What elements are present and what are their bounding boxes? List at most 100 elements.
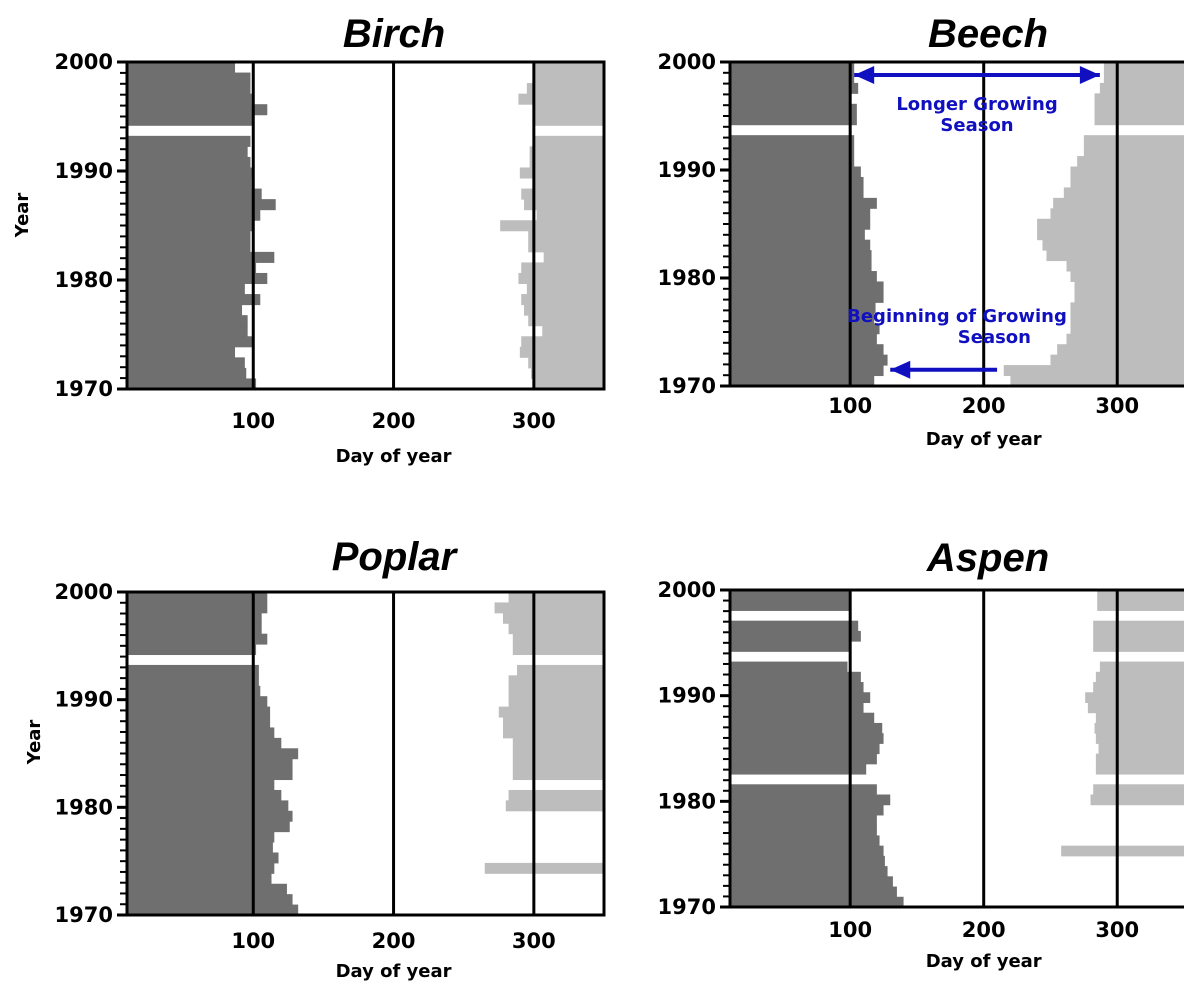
spring-bar-1985 [730,743,880,755]
spring-bar-1995 [127,644,257,656]
spring-bar-1980 [730,794,891,806]
x-tick-label-100: 100 [828,918,872,942]
autumn-bar-1992 [508,675,604,687]
chart-poplar: Poplar 1970 1980 1990 2000 100 200 300 Day of ye… [24,535,606,982]
autumn-bar-1989 [533,178,604,190]
autumn-bar-1979 [526,283,604,295]
x-tick-label-100: 100 [231,409,275,433]
spring-bar-1988 [730,187,864,199]
spring-bar-1971 [127,894,293,906]
y-tick-label-1970: 1970 [55,903,113,927]
autumn-bar-1995 [1093,641,1184,652]
spring-bar-2000 [127,592,268,603]
spring-bar-1985 [127,748,299,760]
spring-bar-1975 [127,852,279,864]
spring-bar-1984 [127,230,251,242]
y-tick-label-1980: 1980 [55,795,113,819]
spring-bar-1981 [127,789,282,801]
spring-bar-1984 [730,229,865,241]
autumn-bar-1975 [1061,845,1184,857]
spring-bar-1981 [127,262,257,274]
autumn-bar-1974 [484,862,604,874]
spring-bar-1972 [730,354,888,366]
spring-bar-1991 [127,685,261,697]
spring-bar-1979 [127,283,245,295]
autumn-bar-1995 [1094,114,1184,126]
x-tick-label-200: 200 [372,929,416,953]
annotation-text-line: Season [940,115,1013,136]
autumn-bar-1985 [500,220,604,232]
autumn-bar-1996 [1094,103,1184,115]
autumn-bar-1984 [1037,229,1184,241]
autumn-bar-1983 [1095,763,1184,775]
autumn-bar-1993 [517,664,604,676]
spring-bar-1976 [127,842,273,853]
autumn-bar-1982 [1046,250,1184,262]
spring-bar-1971 [730,886,897,898]
x-axis-label: Day of year [926,429,1042,450]
x-tick-label-300: 300 [1095,918,1139,942]
spring-bar-1983 [730,763,867,775]
x-tick-label-200: 200 [962,918,1006,942]
spring-bar-1982 [127,779,275,791]
spring-bar-1986 [730,733,884,744]
autumn-bar-1989 [498,706,604,718]
spring-bar-1997 [127,93,252,105]
autumn-bar-1978 [521,294,604,306]
x-tick-label-100: 100 [828,394,872,418]
spring-bar-1976 [127,315,248,327]
spring-bar-1986 [730,208,871,220]
spring-bar-1991 [730,156,855,168]
y-tick-label-1990: 1990 [55,159,113,183]
annotation-arrowhead [890,360,911,379]
spring-bar-1998 [127,83,251,95]
y-tick-label-1980: 1980 [55,268,113,292]
spring-bar-1990 [127,696,268,708]
autumn-bar-1999 [1103,72,1184,84]
spring-bar-1983 [127,241,251,253]
spring-bar-1970 [730,375,875,387]
spring-bar-1978 [730,814,877,826]
autumn-bar-1990 [1085,692,1184,703]
autumn-bar-1992 [1083,145,1184,157]
annotation-text-line: Longer Growing [896,94,1057,115]
autumn-bar-1991 [529,156,604,168]
spring-bar-1989 [127,178,252,190]
spring-bar-1977 [730,825,877,836]
spring-bar-1993 [127,664,259,676]
spring-bar-1971 [127,367,247,379]
autumn-bar-1981 [521,262,604,274]
y-tick-label-1970: 1970 [658,374,716,398]
spring-bar-1980 [127,272,268,285]
spring-bar-1976 [730,835,880,847]
autumn-bar-1977 [1070,302,1184,314]
autumn-bar-1980 [518,272,604,285]
chart-title: Poplar [332,535,459,579]
spring-bar-1983 [127,769,293,781]
spring-bar-1996 [127,633,268,645]
autumn-bar-1975 [1070,323,1184,335]
autumn-bar-1993 [1099,661,1184,673]
spring-bar-1995 [127,114,254,126]
autumn-bar-1986 [512,737,604,749]
spring-bar-1972 [127,357,245,369]
spring-bar-1970 [127,378,257,390]
spring-bar-1978 [127,294,261,306]
spring-bar-1992 [127,675,259,687]
spring-bar-1983 [730,239,871,251]
autumn-bar-1998 [502,612,604,624]
autumn-bar-1976 [1070,312,1184,324]
autumn-bar-1974 [521,336,604,348]
spring-bar-1986 [127,209,261,221]
autumn-bar-1997 [1093,620,1184,632]
spring-bar-1982 [127,251,275,263]
annotation-arrowhead [854,65,875,84]
spring-bar-1975 [127,325,248,337]
autumn-bar-1983 [1042,239,1184,251]
spring-bar-1987 [127,199,276,211]
spring-bar-1981 [730,260,872,272]
autumn-bar-1986 [1095,733,1184,744]
y-tick-label-1980: 1980 [658,266,716,290]
x-tick-label-200: 200 [962,394,1006,418]
autumn-bar-1999 [533,72,604,84]
